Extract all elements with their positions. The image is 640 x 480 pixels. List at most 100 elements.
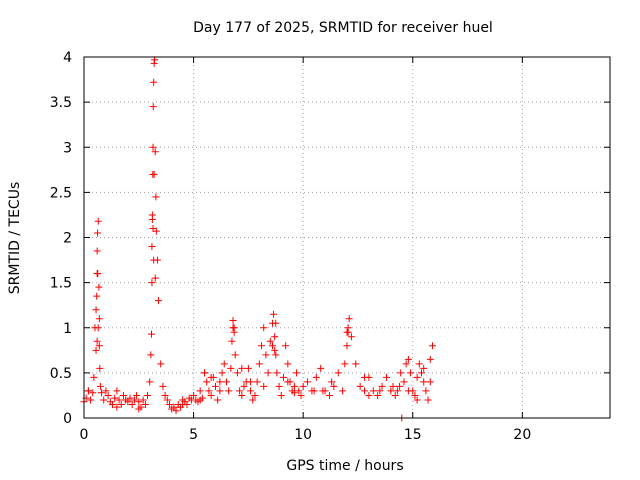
data-point xyxy=(413,373,421,381)
data-point xyxy=(216,378,224,386)
data-point xyxy=(141,400,149,408)
tick-labels: 0 5 10 15 20 0 0.5 1 1.5 2 2.5 3 3.5 4 xyxy=(50,50,532,443)
data-point xyxy=(108,400,116,408)
data-point xyxy=(251,391,259,399)
data-point xyxy=(147,351,155,359)
data-point xyxy=(240,382,248,390)
x-tick-label: 0 xyxy=(80,427,89,443)
data-point xyxy=(196,387,204,395)
data-point xyxy=(236,387,244,395)
data-point xyxy=(344,324,352,332)
data-point xyxy=(238,364,246,372)
data-point xyxy=(170,403,178,411)
data-point xyxy=(201,369,209,377)
data-point xyxy=(149,143,157,151)
data-point xyxy=(415,360,423,368)
data-point xyxy=(397,369,405,377)
x-axis-label: GPS time / hours xyxy=(286,458,403,474)
data-point xyxy=(96,382,104,390)
data-point xyxy=(407,369,415,377)
data-point xyxy=(272,319,280,327)
data-point xyxy=(369,387,377,395)
data-point xyxy=(262,351,270,359)
data-point xyxy=(212,382,219,390)
data-point xyxy=(312,373,320,381)
x-tick-label: 5 xyxy=(189,427,198,443)
data-point xyxy=(207,373,215,381)
data-point xyxy=(260,382,268,390)
data-point xyxy=(341,360,349,368)
data-point xyxy=(126,394,134,402)
data-point xyxy=(216,387,224,395)
data-point xyxy=(273,369,281,377)
data-point xyxy=(304,378,312,386)
data-point xyxy=(94,229,102,237)
data-point xyxy=(94,270,102,278)
data-point xyxy=(214,396,222,404)
data-point xyxy=(428,342,436,350)
data-point xyxy=(95,342,103,350)
data-point xyxy=(426,378,434,386)
data-point xyxy=(249,396,257,404)
data-point xyxy=(317,364,325,372)
data-point xyxy=(374,391,382,399)
data-point xyxy=(238,391,246,399)
data-point xyxy=(222,378,230,386)
y-tick-label: 4 xyxy=(63,50,72,66)
data-point xyxy=(420,364,428,372)
data-point xyxy=(159,382,167,390)
data-point xyxy=(325,391,333,399)
gridlines xyxy=(84,57,610,418)
data-point xyxy=(104,391,112,399)
data-point xyxy=(113,387,121,395)
data-point xyxy=(148,330,156,338)
y-tick-label: 2.5 xyxy=(50,185,72,201)
data-point xyxy=(228,337,236,345)
data-point xyxy=(328,378,336,386)
data-point xyxy=(266,337,274,345)
x-tick-label: 15 xyxy=(404,427,422,443)
data-point xyxy=(115,396,123,404)
data-point xyxy=(352,360,360,368)
data-point xyxy=(275,382,283,390)
data-point xyxy=(334,369,342,377)
data-point xyxy=(205,387,213,395)
data-point xyxy=(264,369,272,377)
data-point xyxy=(119,391,127,399)
data-point xyxy=(113,403,121,411)
data-point xyxy=(271,346,279,354)
data-point xyxy=(231,351,239,359)
data-point xyxy=(258,342,266,350)
data-point xyxy=(247,378,255,386)
data-point xyxy=(295,387,303,395)
data-point xyxy=(279,373,287,381)
data-point xyxy=(253,378,261,386)
data-point xyxy=(165,400,173,408)
data-point xyxy=(361,387,369,395)
y-tick-label: 1.5 xyxy=(50,276,72,292)
y-tick-label: 0.5 xyxy=(50,366,72,382)
data-point xyxy=(220,360,228,368)
data-point xyxy=(260,324,268,332)
data-point xyxy=(139,396,147,404)
data-point xyxy=(402,360,410,368)
data-point xyxy=(272,351,280,359)
data-point xyxy=(422,387,430,395)
data-point xyxy=(297,391,305,399)
data-point xyxy=(218,369,226,377)
data-point xyxy=(284,360,292,368)
data-point xyxy=(282,342,290,350)
data-point xyxy=(207,391,215,399)
data-point xyxy=(271,333,279,341)
data-point xyxy=(93,337,101,345)
data-point xyxy=(190,391,198,399)
data-point xyxy=(94,217,102,225)
data-point xyxy=(413,396,421,404)
data-point xyxy=(151,274,159,282)
data-point xyxy=(290,389,298,397)
data-point xyxy=(247,387,255,395)
data-point xyxy=(163,396,171,404)
data-point xyxy=(111,394,119,402)
data-point xyxy=(117,400,125,408)
data-point xyxy=(270,310,278,318)
